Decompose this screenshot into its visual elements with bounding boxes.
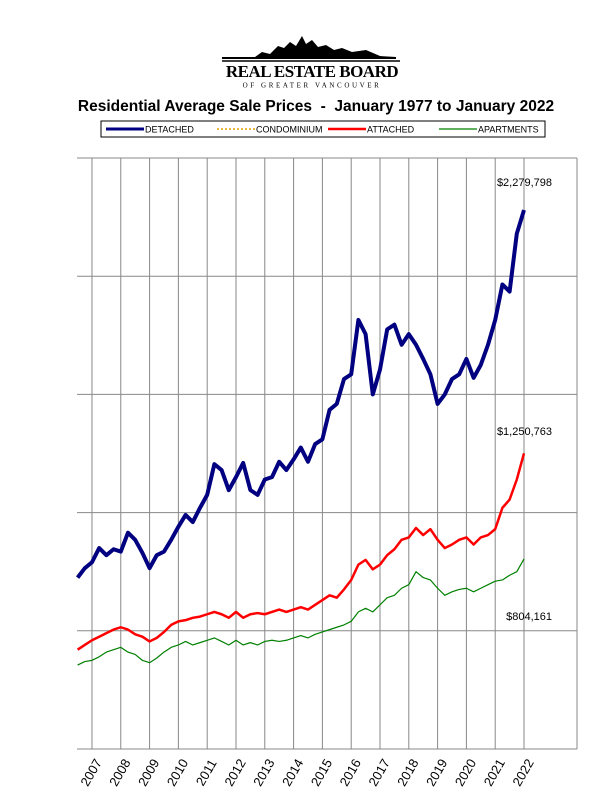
x-tick-label: 2007 <box>77 756 104 789</box>
x-tick-label: 2013 <box>250 756 277 789</box>
legend-label: ATTACHED <box>367 124 415 134</box>
x-tick-label: 2022 <box>509 756 536 789</box>
series-line <box>76 452 526 651</box>
logo-subtext: OF GREATER VANCOUVER <box>243 82 382 90</box>
x-tick-label: 2008 <box>106 756 133 789</box>
annotation: $2,279,798 <box>497 177 552 189</box>
logo-skyline <box>222 36 396 59</box>
legend-label: APARTMENTS <box>478 124 539 134</box>
x-tick-label: 2015 <box>308 756 335 789</box>
legend-box <box>100 120 546 138</box>
x-tick-label: 2011 <box>193 757 220 789</box>
x-tick-label: 2014 <box>279 756 306 789</box>
logo-text: REAL ESTATE BOARD <box>226 62 398 81</box>
x-tick-label: 2018 <box>394 756 421 789</box>
x-tick-label: 2019 <box>423 756 450 789</box>
series-line <box>77 558 525 666</box>
x-tick-label: 2010 <box>164 756 191 789</box>
x-tick-label: 2009 <box>135 756 162 789</box>
annotation: $1,250,763 <box>497 426 552 438</box>
legend-label: CONDOMINIUM <box>256 124 323 134</box>
logo: REAL ESTATE BOARD OF GREATER VANCOUVER <box>222 36 400 90</box>
x-tick-label: 2020 <box>452 756 479 789</box>
legend-label: DETACHED <box>145 124 194 134</box>
x-tick-label: 2017 <box>365 756 392 789</box>
chart-title: Residential Average Sale Prices - Januar… <box>78 98 554 115</box>
series-line <box>75 209 526 579</box>
x-tick-label: 2016 <box>337 756 364 789</box>
x-tick-label: 2012 <box>221 756 248 789</box>
x-tick-label: 2021 <box>481 756 508 789</box>
annotation: $804,161 <box>506 611 552 623</box>
